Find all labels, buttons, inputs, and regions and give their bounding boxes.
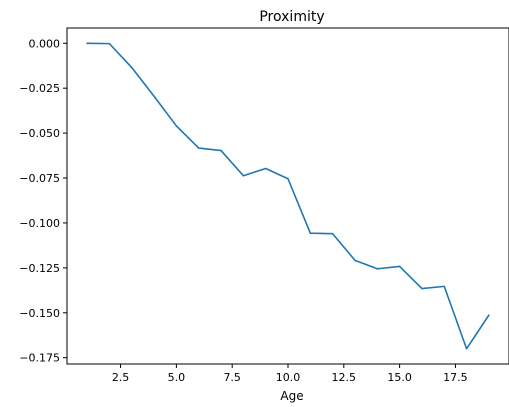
data-point <box>197 147 200 149</box>
data-point <box>108 42 111 45</box>
x-tick-label: 10.0 <box>276 371 301 384</box>
y-tick-label: 0.000 <box>29 37 61 50</box>
data-point <box>242 174 245 177</box>
data-point <box>465 347 468 350</box>
series-group <box>86 42 490 350</box>
data-point <box>309 232 312 234</box>
data-point <box>86 42 88 45</box>
data-point <box>220 149 222 152</box>
data-point <box>488 314 490 316</box>
data-point <box>175 125 178 127</box>
x-tick-label: 15.0 <box>387 371 412 384</box>
plot-area-frame <box>66 27 509 365</box>
x-tick-label: 7.5 <box>223 371 241 384</box>
y-tick-label: −0.100 <box>19 217 60 230</box>
y-axis-ticks: 0.000 −0.025 −0.050 −0.075 −0.100 −0.125 −0.15… <box>19 37 67 365</box>
data-point <box>130 66 133 69</box>
x-tick-label: 12.5 <box>332 371 357 384</box>
y-tick-label: −0.050 <box>19 127 60 140</box>
y-tick-label: −0.075 <box>19 172 60 185</box>
data-point <box>421 287 423 290</box>
x-axis-ticks: 2.5 5.0 7.5 10.0 12.5 15.0 17.5 <box>112 364 468 384</box>
x-axis-label: Age <box>280 389 303 403</box>
chart-title: Proximity <box>259 9 324 25</box>
data-point <box>153 95 155 98</box>
y-tick-label: −0.125 <box>19 262 60 275</box>
data-point <box>287 177 289 180</box>
data-point <box>443 285 446 288</box>
x-tick-label: 2.5 <box>112 371 130 384</box>
x-tick-label: 17.5 <box>443 371 468 384</box>
x-tick-label: 5.0 <box>168 371 186 384</box>
data-point <box>398 265 401 268</box>
y-tick-label: −0.025 <box>19 82 60 95</box>
data-point <box>264 167 267 170</box>
data-point <box>376 267 379 270</box>
y-tick-label: −0.175 <box>19 352 60 365</box>
data-point <box>354 259 356 262</box>
data-point <box>331 232 334 235</box>
series-line <box>87 42 490 350</box>
y-tick-label: −0.150 <box>19 307 60 320</box>
